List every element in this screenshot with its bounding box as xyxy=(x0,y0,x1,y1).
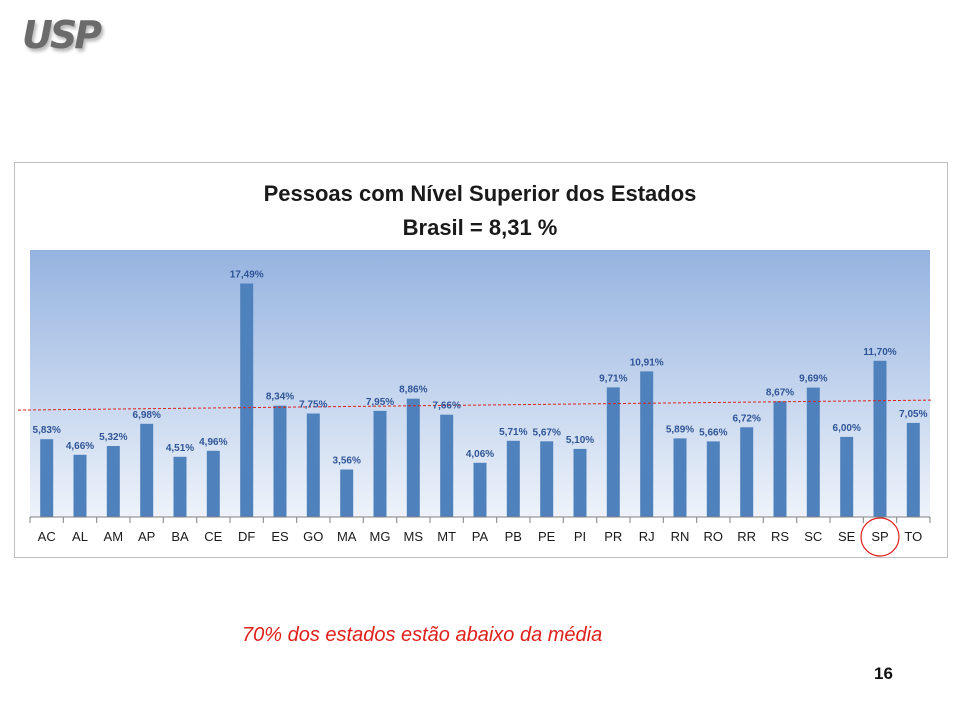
category-label-go: GO xyxy=(303,529,323,544)
bar-pb xyxy=(506,440,520,517)
caption-text: 70% dos estados estão abaixo da média xyxy=(242,624,603,646)
category-label-es: ES xyxy=(271,529,289,544)
bar-mg xyxy=(373,410,387,517)
category-label-ms: MS xyxy=(404,529,424,544)
category-label-pi: PI xyxy=(574,529,586,544)
value-label-pe: 5,67% xyxy=(533,427,561,438)
bar-ms xyxy=(406,398,420,517)
bar-rj xyxy=(640,371,654,517)
value-label-to: 7,05% xyxy=(899,409,927,420)
category-label-pe: PE xyxy=(538,529,556,544)
bar-sc xyxy=(806,387,820,517)
category-label-ce: CE xyxy=(204,529,222,544)
value-label-pi: 5,10% xyxy=(566,435,594,446)
bar-ac xyxy=(40,439,54,517)
bar-rr xyxy=(740,427,754,517)
bar-rn xyxy=(673,438,687,517)
category-label-al: AL xyxy=(72,529,88,544)
value-label-ba: 4,51% xyxy=(166,443,194,454)
category-label-df: DF xyxy=(238,529,255,544)
bar-pe xyxy=(540,441,554,517)
value-label-rs: 8,67% xyxy=(766,387,794,398)
bar-pi xyxy=(573,448,587,517)
value-label-se: 6,00% xyxy=(833,423,861,434)
value-label-ro: 5,66% xyxy=(699,427,727,438)
bar-go xyxy=(306,413,320,517)
value-label-mg: 7,95% xyxy=(366,397,394,408)
category-label-pb: PB xyxy=(505,529,522,544)
bar-am xyxy=(106,446,120,517)
bar-al xyxy=(73,454,87,517)
value-label-rj: 10,91% xyxy=(630,357,664,368)
bar-ma xyxy=(340,469,354,517)
value-label-ce: 4,96% xyxy=(199,437,227,448)
category-label-sp: SP xyxy=(871,529,888,544)
value-label-ac: 5,83% xyxy=(33,425,61,436)
bar-to xyxy=(906,422,920,517)
category-label-mg: MG xyxy=(370,529,391,544)
bar-ce xyxy=(206,450,220,517)
value-label-ap: 6,98% xyxy=(133,410,161,421)
category-label-rj: RJ xyxy=(639,529,655,544)
category-label-pa: PA xyxy=(472,529,489,544)
category-label-ac: AC xyxy=(38,529,56,544)
value-label-al: 4,66% xyxy=(66,441,94,452)
bar-es xyxy=(273,405,287,517)
bar-df xyxy=(240,283,254,517)
category-label-to: TO xyxy=(904,529,922,544)
value-label-pr: 9,71% xyxy=(599,373,627,384)
value-label-pb: 5,71% xyxy=(499,427,527,438)
bar-ba xyxy=(173,456,187,517)
category-label-rn: RN xyxy=(671,529,690,544)
chart-title: Pessoas com Nível Superior dos Estados xyxy=(263,181,697,206)
bar-mt xyxy=(440,414,454,517)
value-label-sp: 11,70% xyxy=(863,347,896,358)
value-label-ms: 8,86% xyxy=(399,385,427,396)
value-label-df: 17,49% xyxy=(230,270,264,281)
category-label-ba: BA xyxy=(171,529,189,544)
category-label-am: AM xyxy=(104,529,124,544)
value-label-rn: 5,89% xyxy=(666,424,694,435)
category-label-sc: SC xyxy=(804,529,822,544)
value-label-go: 7,75% xyxy=(299,400,327,411)
page-number: 16 xyxy=(874,664,893,683)
category-label-ro: RO xyxy=(704,529,724,544)
category-label-rr: RR xyxy=(737,529,756,544)
bar-pr xyxy=(606,387,620,517)
bar-sp xyxy=(873,360,887,517)
category-label-pr: PR xyxy=(604,529,622,544)
value-label-mt: 7,66% xyxy=(433,401,461,412)
value-label-am: 5,32% xyxy=(99,432,127,443)
category-label-se: SE xyxy=(838,529,856,544)
chart-subtitle: Brasil = 8,31 % xyxy=(402,215,558,240)
bar-rs xyxy=(773,401,787,517)
highlight-circle xyxy=(860,517,900,557)
category-label-mt: MT xyxy=(437,529,456,544)
bar-ap xyxy=(140,423,154,517)
usp-logo: USP xyxy=(22,12,122,64)
value-label-pa: 4,06% xyxy=(466,449,494,460)
bar-pa xyxy=(473,462,487,517)
average-reference-line xyxy=(17,399,933,411)
value-label-es: 8,34% xyxy=(266,392,294,403)
value-label-ma: 3,56% xyxy=(333,456,361,467)
bar-ro xyxy=(706,441,720,517)
category-label-ap: AP xyxy=(138,529,155,544)
bar-se xyxy=(840,436,854,517)
category-label-rs: RS xyxy=(771,529,789,544)
value-label-rr: 6,72% xyxy=(733,413,761,424)
category-label-ma: MA xyxy=(337,529,357,544)
usp-logo-text: USP xyxy=(22,13,102,57)
value-label-sc: 9,69% xyxy=(799,374,827,385)
